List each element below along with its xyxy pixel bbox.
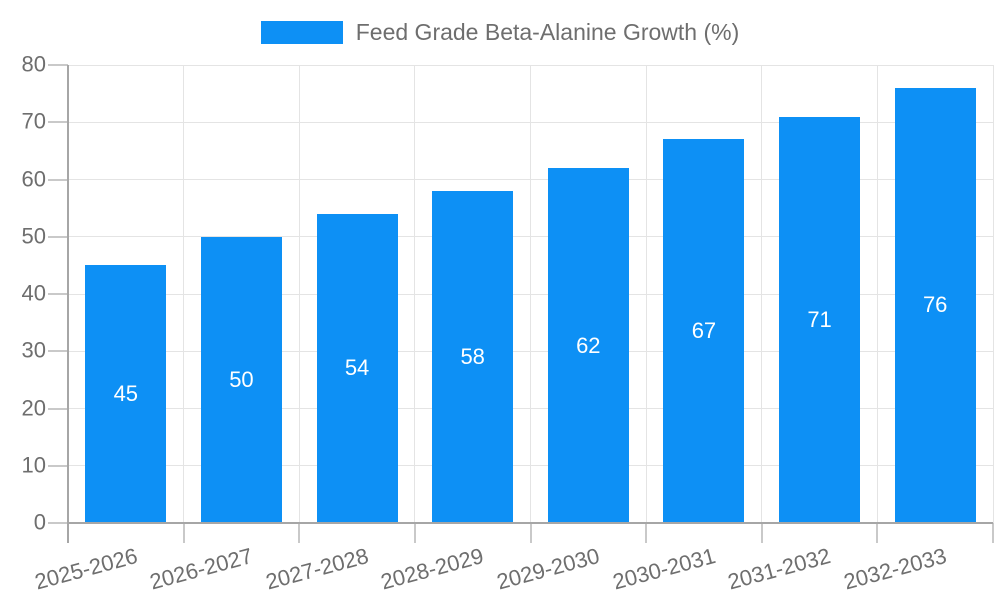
x-axis-tick xyxy=(529,523,532,543)
y-axis-tick-label: 0 xyxy=(33,509,46,535)
bar-value-label: 62 xyxy=(576,332,601,358)
bar-value-label: 50 xyxy=(229,366,254,392)
y-axis-tick-label: 70 xyxy=(21,108,46,134)
bar-value-label: 58 xyxy=(460,343,485,369)
x-axis-tick xyxy=(876,523,879,543)
y-axis-tick xyxy=(48,522,68,524)
x-axis-tick-label: 2031-2032 xyxy=(725,543,834,595)
x-axis-tick xyxy=(645,523,648,543)
gridline-vertical xyxy=(645,65,647,523)
x-axis-tick xyxy=(182,523,185,543)
gridline-vertical xyxy=(876,65,878,523)
legend-swatch xyxy=(260,20,343,44)
x-axis-tick xyxy=(760,523,763,543)
x-axis-tick xyxy=(992,523,994,543)
y-axis-tick xyxy=(48,235,68,238)
y-axis-tick xyxy=(48,350,68,353)
bar[interactable] xyxy=(432,190,514,523)
x-axis-tick-label: 2026-2027 xyxy=(147,543,256,595)
y-axis-tick xyxy=(48,464,68,467)
x-axis-tick-label: 2027-2028 xyxy=(262,543,372,595)
gridline-vertical xyxy=(183,65,185,523)
y-axis-tick xyxy=(48,407,68,410)
bar[interactable] xyxy=(663,139,745,523)
x-axis-tick-label: 2025-2026 xyxy=(31,543,140,595)
bar-value-label: 67 xyxy=(691,318,717,344)
bar[interactable] xyxy=(779,116,861,523)
legend-label: Feed Grade Beta-Alanine Growth (%) xyxy=(355,18,740,45)
y-axis-tick xyxy=(48,64,68,66)
y-axis-tick-label: 80 xyxy=(21,51,46,77)
x-axis-tick xyxy=(413,523,416,543)
bar[interactable] xyxy=(85,265,167,523)
y-axis-tick-label: 10 xyxy=(21,452,46,478)
bar[interactable] xyxy=(547,168,629,523)
x-axis-tick-label: 2030-2031 xyxy=(609,543,718,595)
gridline-vertical xyxy=(298,65,300,523)
y-axis-tick xyxy=(48,121,68,124)
gridline-vertical xyxy=(530,65,531,523)
gridline-vertical xyxy=(992,65,994,523)
bar[interactable] xyxy=(200,236,282,523)
x-axis-tick-label: 2028-2029 xyxy=(378,543,487,595)
bar-value-label: 45 xyxy=(113,381,139,407)
bar-value-label: 54 xyxy=(344,355,370,381)
y-axis-tick xyxy=(48,293,68,295)
bar-value-label: 71 xyxy=(807,306,832,332)
y-axis-tick-label: 30 xyxy=(21,337,46,363)
bar[interactable] xyxy=(316,213,398,523)
legend[interactable]: Feed Grade Beta-Alanine Growth (%) xyxy=(0,19,1000,45)
y-axis-tick-label: 40 xyxy=(21,280,46,306)
y-axis-tick-label: 60 xyxy=(21,166,46,192)
y-axis-tick-label: 50 xyxy=(21,223,46,249)
gridline-vertical xyxy=(761,65,763,523)
bar-value-label: 76 xyxy=(922,292,948,318)
y-axis-tick xyxy=(48,178,68,181)
x-axis-tick-label: 2029-2030 xyxy=(494,543,603,595)
y-axis-line xyxy=(67,65,69,543)
x-axis-tick-label: 2032-2033 xyxy=(841,543,950,595)
gridline-vertical xyxy=(414,65,416,523)
y-axis-tick-label: 20 xyxy=(21,395,46,421)
x-axis-line xyxy=(68,522,993,524)
bar[interactable] xyxy=(894,87,976,523)
x-axis-tick xyxy=(298,523,301,543)
